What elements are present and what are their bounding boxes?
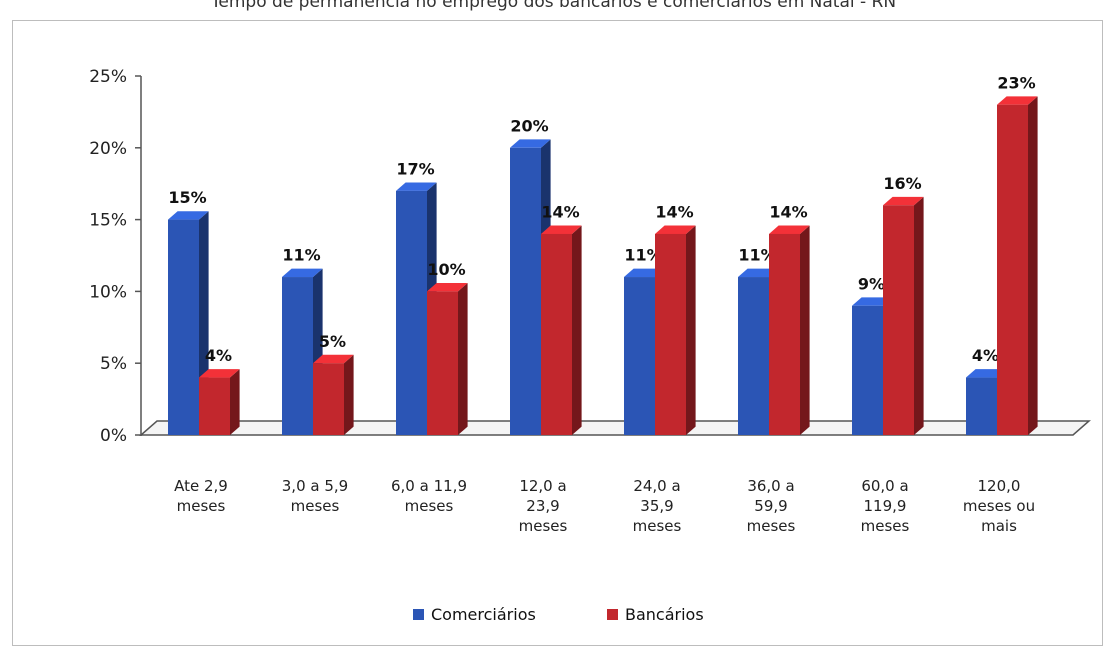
- x-category-label: 60,0 a 119,9 meses: [861, 477, 910, 535]
- bar-bancarios-6: [769, 225, 810, 435]
- bar-bancarios-5: [655, 225, 696, 435]
- data-label: 4%: [205, 346, 232, 365]
- legend-label: Comerciários: [431, 605, 536, 624]
- bar-bancarios-2: [313, 354, 354, 435]
- x-category-label: 3,0 a 5,9 meses: [282, 477, 348, 515]
- y-tick-label: 5%: [100, 354, 127, 374]
- data-label: 23%: [997, 73, 1035, 92]
- legend-swatch: [413, 609, 424, 620]
- data-label: 9%: [858, 274, 885, 293]
- data-label: 11%: [738, 246, 776, 265]
- bar-bancarios-1: [199, 369, 240, 435]
- data-label: 16%: [883, 174, 921, 193]
- bar-bancarios-3: [427, 283, 468, 435]
- legend-label: Bancários: [625, 605, 704, 624]
- bar-chart: 0% 5% 10% 15% 20% 25% 15% 4% Ate 2,9 meses 11% 5% 3,…: [89, 67, 1091, 624]
- y-tick-label: 15%: [89, 211, 127, 231]
- data-label: 5%: [319, 332, 346, 351]
- data-label: 14%: [655, 203, 693, 222]
- x-category-label: 12,0 a 23,9 meses: [519, 477, 568, 535]
- y-tick-label: 20%: [89, 139, 127, 159]
- y-tick-label: 10%: [89, 282, 127, 302]
- legend-item-bancarios: Bancários: [607, 605, 704, 624]
- bar-bancarios-7: [883, 196, 924, 435]
- x-category-label: 6,0 a 11,9 meses: [391, 477, 467, 515]
- data-label: 20%: [510, 116, 548, 135]
- data-label: 14%: [541, 203, 579, 222]
- data-label: 4%: [972, 346, 999, 365]
- data-label: 11%: [282, 246, 320, 265]
- chart-frame: 0% 5% 10% 15% 20% 25% 15% 4% Ate 2,9 meses 11% 5% 3,…: [12, 20, 1103, 646]
- y-tick-label: 25%: [89, 67, 127, 87]
- data-label: 11%: [624, 246, 662, 265]
- y-tick-label: 0%: [100, 426, 127, 446]
- x-category-label: 120,0 meses ou mais: [963, 477, 1035, 535]
- x-category-label: 36,0 a 59,9 meses: [747, 477, 796, 535]
- x-category-label: 24,0 a 35,9 meses: [633, 477, 682, 535]
- data-label: 14%: [769, 203, 807, 222]
- bar-bancarios-8: [997, 96, 1038, 435]
- legend-item-comerciarios: Comerciários: [413, 605, 536, 624]
- data-label: 15%: [168, 188, 206, 207]
- data-label: 10%: [427, 260, 465, 279]
- data-label: 17%: [396, 159, 434, 178]
- x-category-label: Ate 2,9 meses: [174, 477, 228, 515]
- chart-header-text: Tempo de permanência no emprego dos banc…: [210, 0, 897, 12]
- legend-swatch: [607, 609, 618, 620]
- bar-bancarios-4: [541, 225, 582, 435]
